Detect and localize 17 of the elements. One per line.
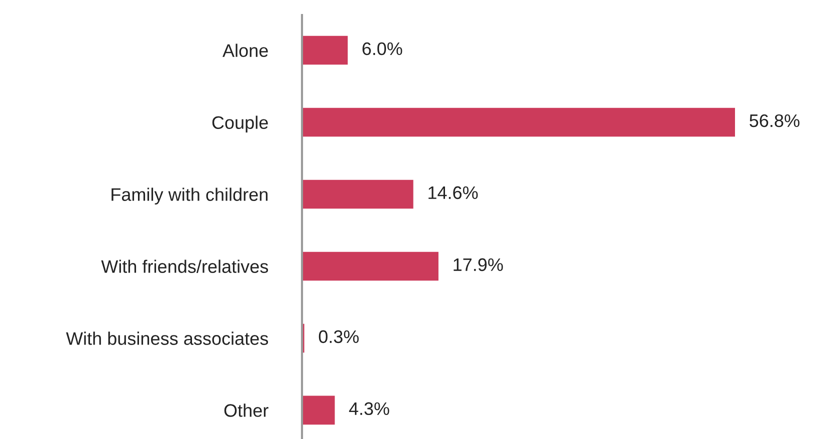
data-label: 4.3% xyxy=(349,402,390,416)
data-label: 0.3% xyxy=(318,330,359,344)
data-label: 14.6% xyxy=(428,186,478,200)
y-tick-label: Family with children xyxy=(112,188,268,205)
data-label: 17.9% xyxy=(454,258,503,272)
bar xyxy=(302,180,414,209)
data-label: 6.0% xyxy=(362,42,402,56)
bar xyxy=(302,108,735,137)
bar xyxy=(302,396,335,425)
data-label: 56.8% xyxy=(750,114,800,128)
bar xyxy=(302,252,438,281)
bar xyxy=(302,36,348,65)
y-tick-label: With friends/relatives xyxy=(101,260,268,273)
y-tick-label: Alone xyxy=(222,44,268,57)
y-tick-label: With business associates xyxy=(66,332,268,345)
y-tick-label: Other xyxy=(224,404,268,417)
y-tick-label: Couple xyxy=(212,116,268,133)
